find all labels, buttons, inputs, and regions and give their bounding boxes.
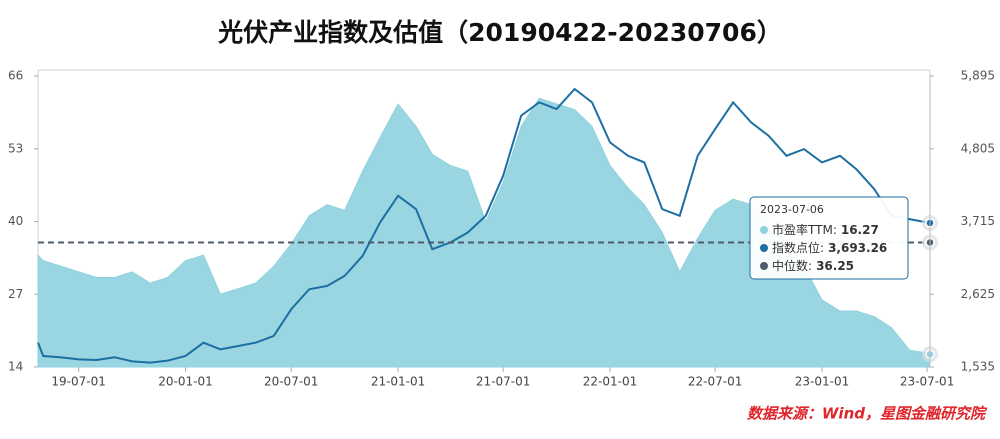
y-tick-label: 66 [8,69,23,83]
x-tick-label: 23-01-01 [795,375,849,389]
x-tick-label: 22-07-01 [688,375,742,389]
y-tick-label: 14 [8,360,23,374]
y-tick-label: 27 [8,287,23,301]
tooltip-separator: : [808,259,812,273]
tooltip-value: 36.25 [816,259,854,273]
x-tick-label: 21-01-01 [371,375,425,389]
tooltip-swatch [760,244,768,252]
y2-tick-label: 1,535 [961,360,995,374]
y2-tick-label: 2,625 [961,287,995,301]
y2-tick-label: 3,715 [961,214,995,228]
index-line [37,87,931,364]
tooltip-date: 2023-07-06 [760,203,824,216]
y2-tick-label: 4,805 [961,141,995,155]
chart-title: 光伏产业指数及估值（20190422-20230706） [217,18,782,47]
tooltip-separator: : [820,241,824,255]
source: 数据来源：Wind，星图金融研究院 [747,405,988,423]
tooltip-row: 中位数: 36.25 [772,258,854,273]
tooltip-row: 指数点位: 3,693.26 [772,240,887,255]
tooltip-label: 指数点位 [772,240,820,255]
tooltip-box [749,196,909,280]
y-tick-label: 53 [8,141,23,155]
tooltip-label: 中位数 [772,258,808,273]
tooltip-swatch [760,262,768,270]
x-tick-label: 20-01-01 [158,375,212,389]
pe-area [37,97,931,368]
tooltip-separator: : [833,223,837,237]
y2-tick-label: 5,895 [961,69,995,83]
tooltip-value: 3,693.26 [828,241,887,255]
x-tick-label: 19-07-01 [51,375,105,389]
tooltip-value: 16.27 [841,223,879,237]
tooltip-row: 市盈率TTM: 16.27 [772,222,879,237]
x-tick-label: 21-07-01 [476,375,530,389]
x-tick-label: 23-07-01 [900,375,954,389]
tooltip-label: 市盈率TTM [772,222,833,237]
x-tick-label: 22-01-01 [583,375,637,389]
tooltip-swatch [760,226,768,234]
x-tick-label: 20-07-01 [264,375,318,389]
y-tick-label: 40 [8,214,23,228]
